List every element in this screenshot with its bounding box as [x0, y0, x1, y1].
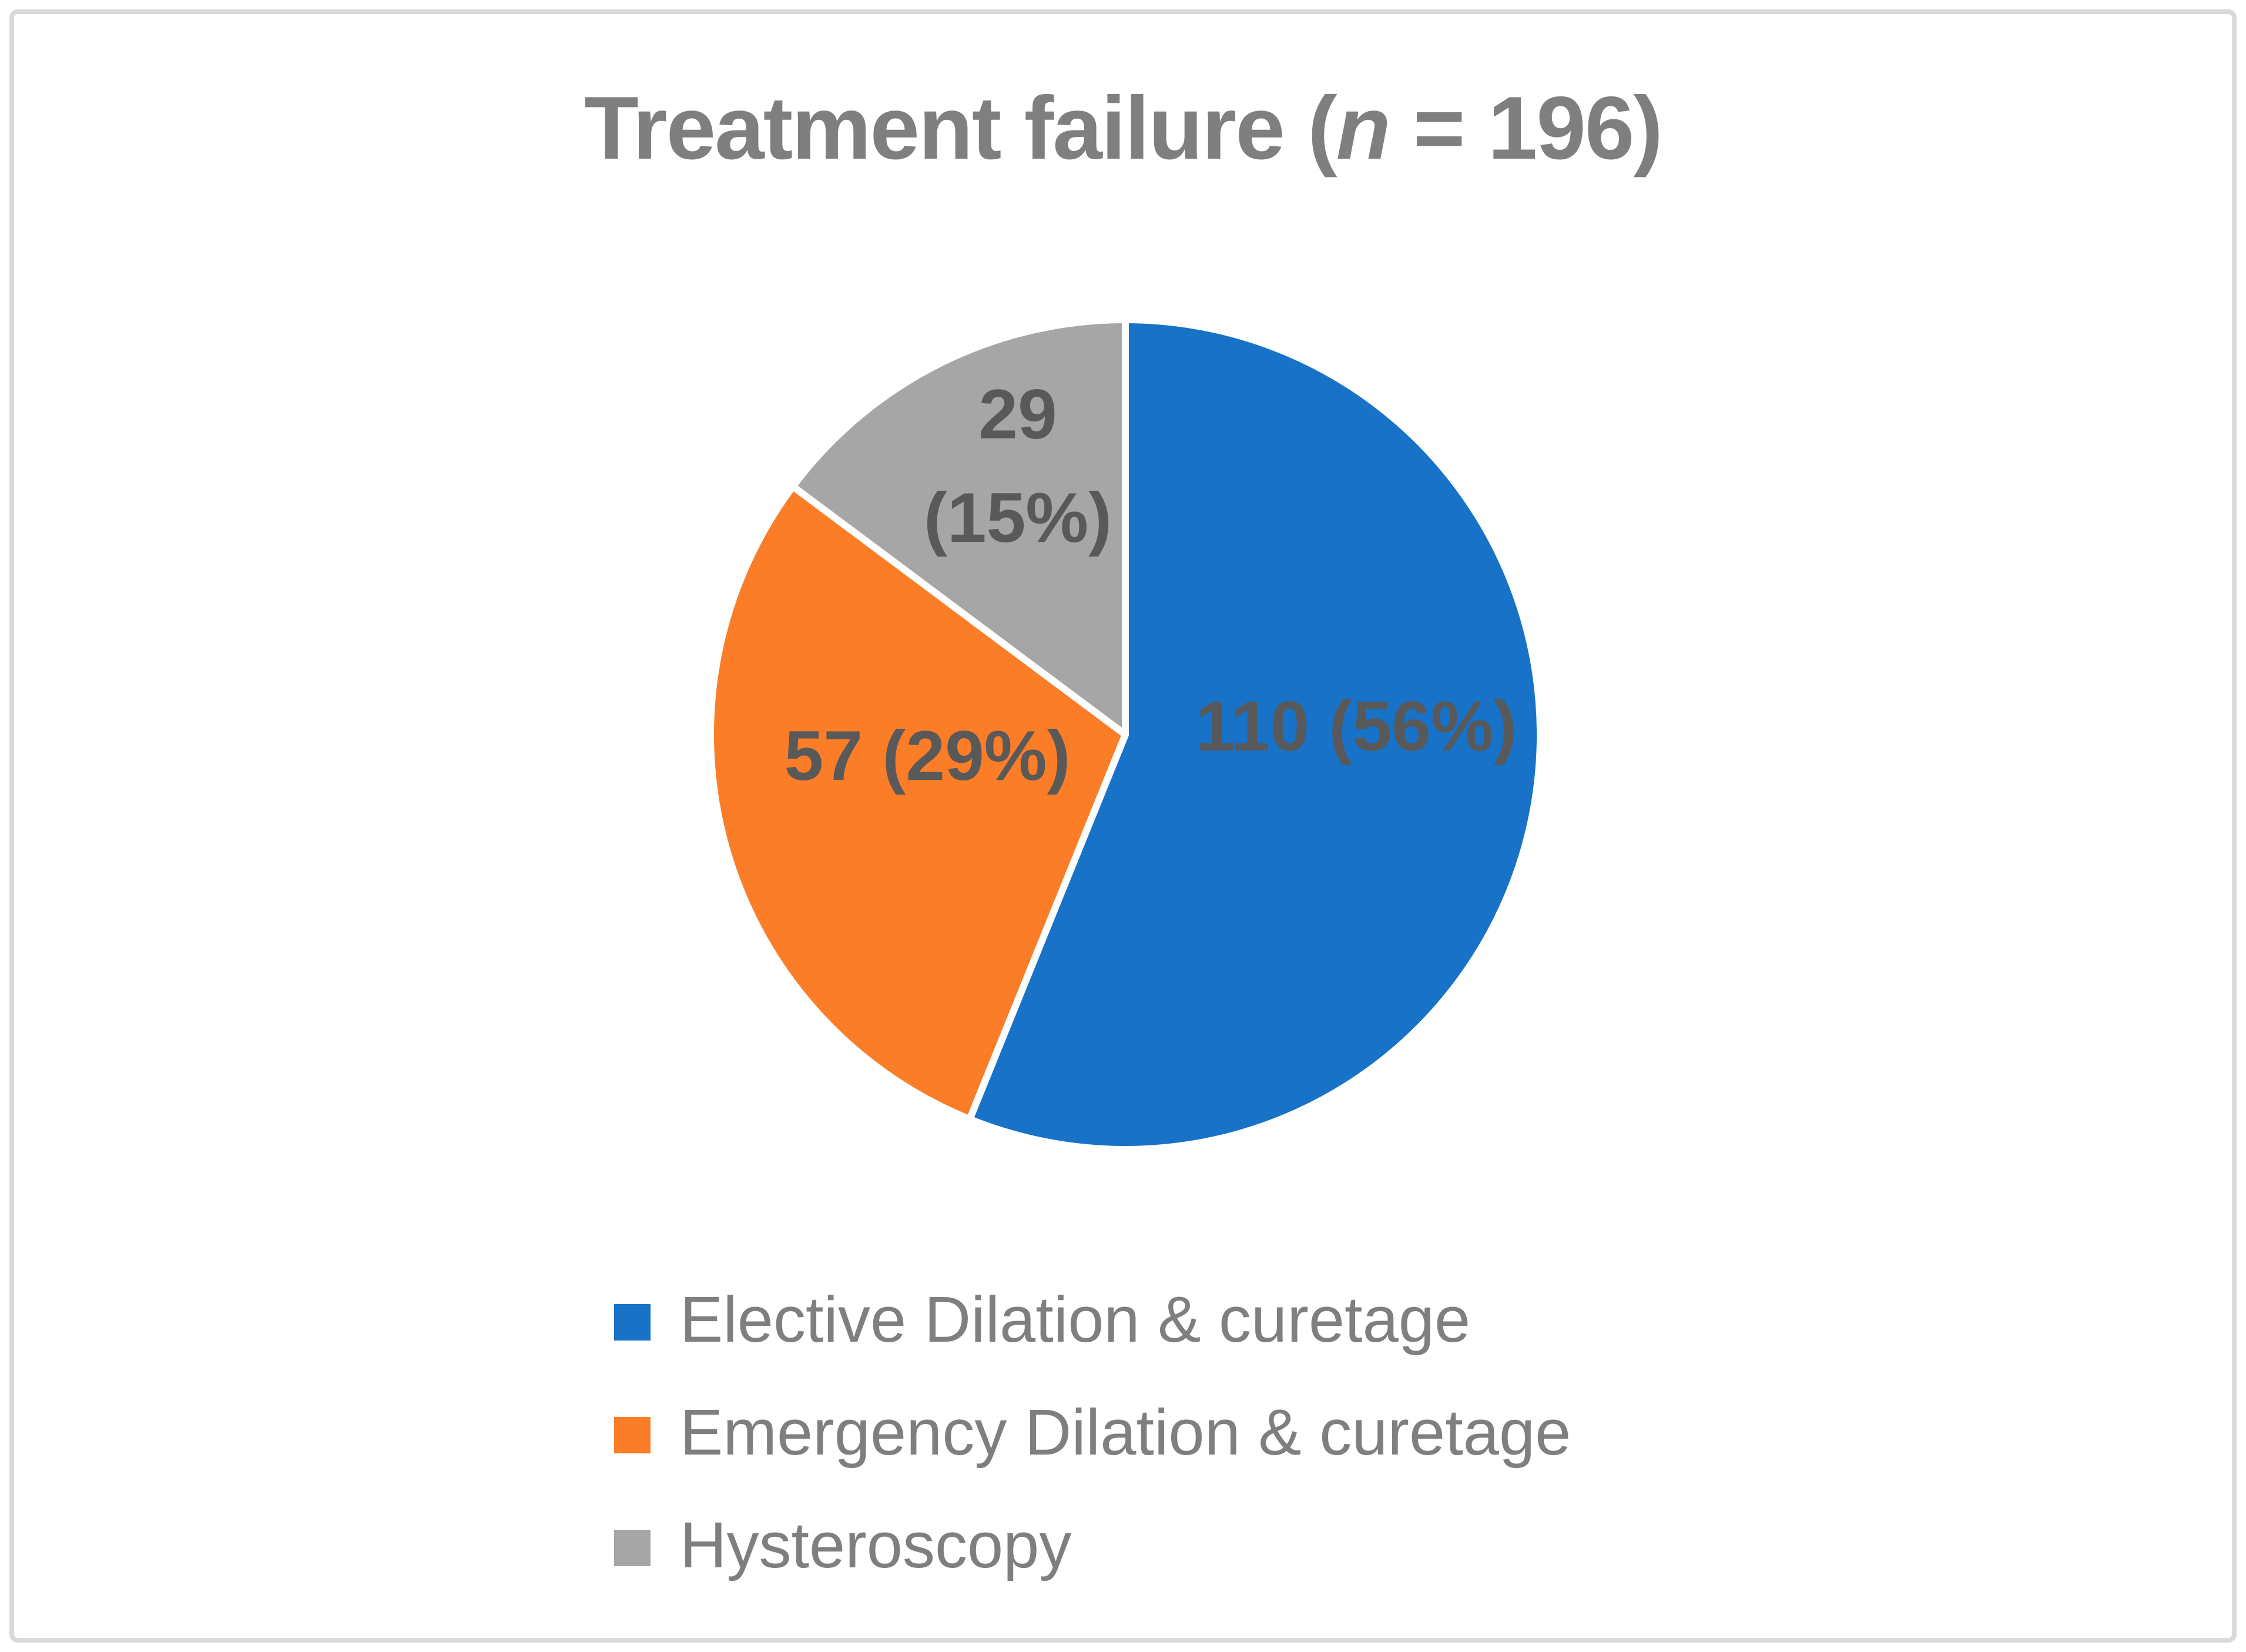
chart-title-n: n — [1336, 78, 1391, 178]
legend-label-elective: Elective Dilation & curetage — [680, 1284, 1471, 1356]
pie-slice-0 — [966, 316, 1544, 1153]
pie-data-label-0: 110 (56%) — [1195, 687, 1517, 766]
legend-swatch-emergency-icon — [614, 1417, 651, 1453]
pie-data-label-1: 57 (29%) — [785, 716, 1071, 795]
pie-slice-2 — [789, 316, 1129, 738]
pie-data-label-2: 29 (15%) — [924, 375, 1112, 557]
legend-item-elective: Elective Dilation & curetage — [614, 1266, 1571, 1379]
legend-label-emergency: Emergency Dilation & curetage — [680, 1396, 1571, 1469]
chart-title-suffix: = 196) — [1389, 78, 1663, 178]
legend: Elective Dilation & curetage Emergency D… — [614, 1266, 1571, 1604]
legend-item-emergency: Emergency Dilation & curetage — [614, 1379, 1571, 1492]
chart-title: Treatment failure (n = 196) — [0, 69, 2246, 187]
chart-title-prefix: Treatment failure ( — [584, 78, 1337, 178]
pie-slice-1 — [707, 482, 1129, 1123]
legend-swatch-hysteroscopy-icon — [614, 1530, 651, 1566]
legend-label-hysteroscopy: Hysteroscopy — [680, 1509, 1072, 1581]
legend-item-hysteroscopy: Hysteroscopy — [614, 1492, 1571, 1604]
legend-swatch-elective-icon — [614, 1304, 651, 1341]
pie-chart: 110 (56%) 57 (29%) 29 (15%) — [707, 316, 1544, 1153]
